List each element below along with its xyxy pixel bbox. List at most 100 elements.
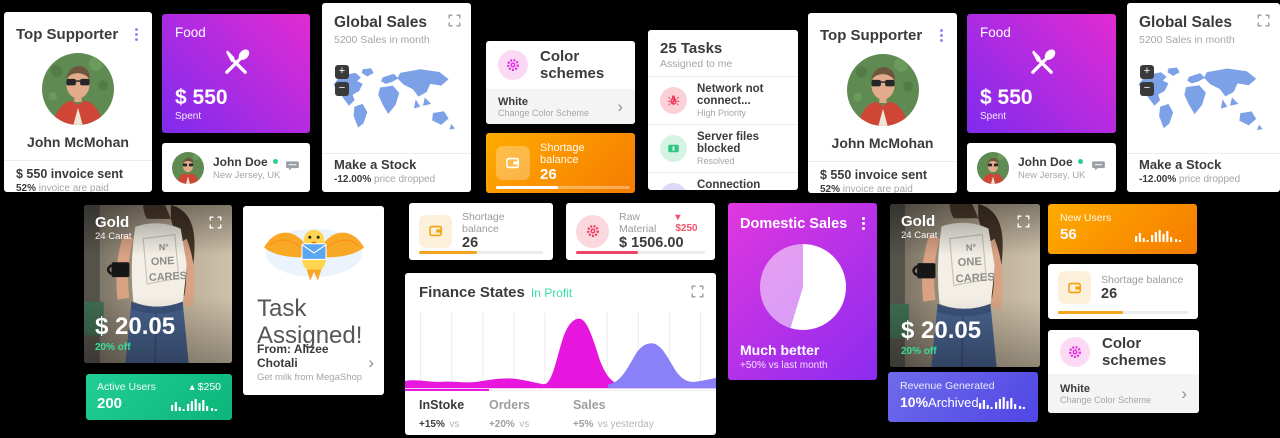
contact-row[interactable]: John Doe New Jersey, UK [967,143,1116,192]
tile-subtitle: 24 Carat [901,230,938,241]
card-subtitle: 5200 Sales in month [1139,34,1235,46]
wallet-icon [1058,271,1091,304]
server-icon [660,135,687,162]
task-title: Network not connect... [697,83,764,107]
up-arrow-icon: ▴ [189,381,195,393]
online-dot [1077,159,1083,164]
expand-icon[interactable] [691,285,704,303]
tab-sales[interactable]: Sales +5% vs yesterday [572,398,654,430]
world-map[interactable] [1133,57,1273,149]
map-zoom-out-button[interactable]: − [1140,82,1154,96]
change-scheme-row[interactable]: White Change Color Scheme › [486,89,635,124]
expand-icon[interactable] [448,14,461,32]
tile-amount: $ 550 [980,86,1033,109]
shortage-balance-card[interactable]: Shortage balance 26 [409,203,553,260]
new-users-tile[interactable]: New Users 56 [1048,204,1197,254]
invoice-line: $ 550 invoice sent [820,168,928,182]
bars-sparkline-icon [171,398,217,411]
fork-spoon-icon [175,40,297,86]
task-assigned-card[interactable]: Task Assigned! From: Alizee Chotali Get … [243,206,384,395]
task-item[interactable]: Server files blocked Resolved [648,124,798,172]
photo-overlay [84,205,232,363]
tile-label: New Users [1060,212,1112,224]
avatar [846,54,919,126]
wallet-icon [496,145,530,180]
color-schemes-card: Color schemes White Change Color Scheme … [486,41,635,124]
scheme-caption: Change Color Scheme [1060,394,1152,405]
raw-material-card[interactable]: Raw Material ▾ $250 $ 1506.00 [566,203,715,260]
task-from: From: Alizee Chotali [257,342,329,370]
tile-value: 56 [1060,226,1077,243]
chevron-right-icon: › [1181,384,1187,403]
tile-subtitle: 24 Carat [95,231,132,242]
bug-icon [660,87,687,114]
gear-icon [576,214,609,248]
domestic-sales-card: Domestic Sales Much better +50% vs last … [728,203,877,380]
status-badge: In Profit [530,285,573,300]
paid-caption: invoice are paid [840,184,913,193]
map-zoom-in-button[interactable]: + [1140,65,1154,79]
tab-instoke[interactable]: InStoke +15% vs yesterday [419,398,465,430]
price-caption: price dropped [371,174,436,185]
price-percent: -12.00% [334,174,372,185]
product-photo: N° ONE CARES [890,204,1040,367]
discount-badge: 20% off [901,346,937,357]
gold-product-tile[interactable]: N° ONE CARES Gold 24 Carat $ 20.05 20% o… [890,204,1040,367]
shirt-text: CARES [955,271,995,285]
kebab-menu-icon[interactable] [858,213,869,234]
active-tab-indicator [405,389,489,391]
finance-states-card: Finance States In Profit InStoke +15% vs… [405,273,716,435]
revenue-generated-tile[interactable]: Revenue Generated 10%Archived [888,372,1038,422]
tile-caption: Spent [175,111,202,122]
online-dot [272,159,278,164]
instoke-series-area [405,318,716,389]
message-icon[interactable] [285,158,300,178]
kebab-menu-icon[interactable] [936,25,947,46]
shirt-text: CARES [149,270,188,284]
food-tile[interactable]: Food $ 550 Spent [967,14,1116,133]
gold-product-tile[interactable]: N° ONE CARES Gold 24 Carat $ 20.05 20% o… [84,205,232,363]
map-zoom-in-button[interactable]: + [335,65,349,79]
notification-title-line2: Assigned! [257,321,363,349]
progress-bar [1058,311,1188,314]
card-title: Domestic Sales [740,215,848,232]
change-scheme-row[interactable]: White Change Color Scheme › [1048,374,1199,413]
kebab-menu-icon[interactable] [131,24,142,45]
shortage-balance-tile[interactable]: Shortage balance 26 [486,133,635,193]
shirt-text: ONE [957,256,982,269]
card-value: $ 1506.00 [619,235,684,251]
expand-icon[interactable] [209,216,222,234]
tab-orders[interactable]: Orders +20% vs yesterday [488,398,530,430]
contact-row[interactable]: John Doe New Jersey, UK [162,143,310,192]
product-photo: N° ONE CARES [84,205,232,363]
tile-title: Food [980,25,1011,40]
top-supporter-card: Top Supporter John McMohan $ 550 invoice… [808,13,957,193]
map-zoom-out-button[interactable]: − [335,82,349,96]
task-caption: Get milk from MegaShop [257,372,363,383]
task-status: High Priority [697,108,747,118]
food-tile[interactable]: Food $ 550 Spent [162,14,310,133]
tile-price: $ 20.05 [901,317,982,344]
tile-value: 10% [900,394,929,410]
active-users-tile[interactable]: Active Users ▴ $250 200 [86,374,232,420]
expand-icon[interactable] [1017,215,1030,233]
card-title: Color schemes [1102,335,1167,369]
card-title: Top Supporter [16,26,119,43]
card-value: 26 [1101,285,1118,302]
shortage-balance-card[interactable]: Shortage balance 26 [1048,264,1198,319]
card-title: Global Sales [1139,14,1233,31]
message-icon[interactable] [1091,158,1106,178]
scheme-value: White [1060,382,1090,395]
card-label: Shortage balance [1101,273,1184,286]
task-item[interactable]: Network not connect... High Priority [648,76,798,124]
progress-bar [496,186,630,189]
expand-icon[interactable] [1257,14,1270,32]
avatar [172,151,204,184]
tile-delta: $250 [197,381,221,393]
task-item[interactable]: Connection error wh... Assigned [648,172,798,190]
notification-title-line1: Task [257,295,307,322]
price-caption: price dropped [1176,174,1241,185]
tile-value-suffix: Archived [928,395,979,410]
paid-percent: 52% [820,184,841,193]
bars-sparkline-icon [1135,229,1181,242]
